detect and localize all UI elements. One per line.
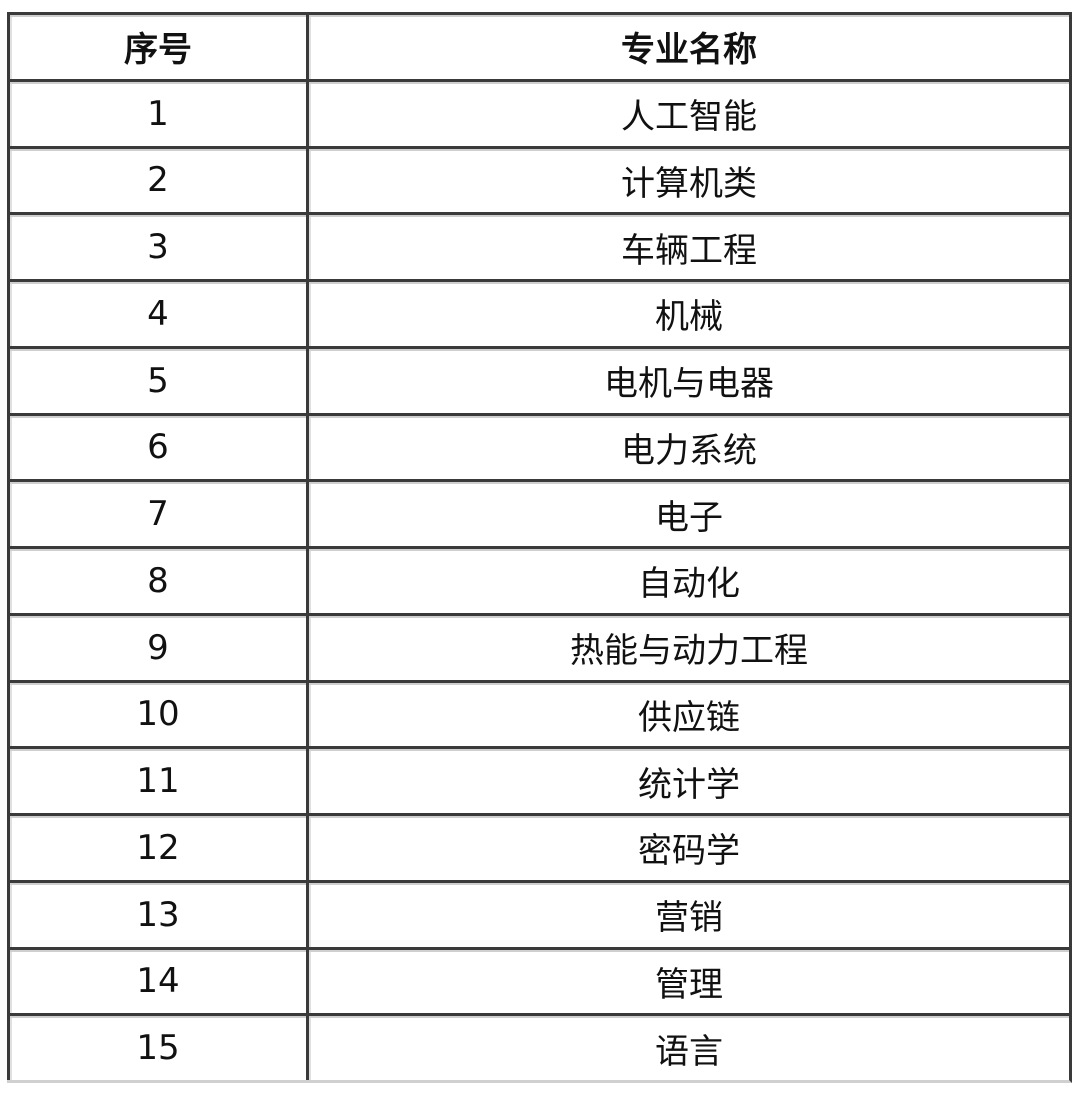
table-row: 11 统计学 xyxy=(7,746,1069,813)
major-name-cell: 热能与动力工程 xyxy=(306,612,1069,680)
table-row: 4 机械 xyxy=(7,279,1069,346)
index-cell: 10 xyxy=(7,679,306,747)
major-name-cell: 密码学 xyxy=(306,813,1069,880)
header-major-name: 专业名称 xyxy=(306,12,1069,79)
table-row: 2 计算机类 xyxy=(7,145,1069,213)
major-name-cell: 语言 xyxy=(306,1013,1069,1080)
table-row: 7 电子 xyxy=(7,479,1069,546)
index-cell: 2 xyxy=(7,145,306,213)
table-row: 10 供应链 xyxy=(7,679,1069,747)
table-row: 8 自动化 xyxy=(7,546,1069,613)
index-cell: 9 xyxy=(7,612,306,680)
header-index: 序号 xyxy=(7,12,306,79)
table-row: 3 车辆工程 xyxy=(7,212,1069,279)
table-row: 1 人工智能 xyxy=(7,78,1069,146)
index-cell: 6 xyxy=(7,412,306,480)
index-cell: 5 xyxy=(7,345,306,413)
major-name-cell: 人工智能 xyxy=(306,78,1069,146)
index-cell: 14 xyxy=(7,946,306,1014)
major-name-cell: 机械 xyxy=(306,279,1069,346)
majors-table: 序号 专业名称 1 人工智能 2 计算机类 3 车辆工程 4 机械 5 电机与电器 6 电力系统 7 电子… xyxy=(7,12,1072,1083)
index-cell: 12 xyxy=(7,813,306,880)
major-name-cell: 统计学 xyxy=(306,746,1069,813)
table-row: 12 密码学 xyxy=(7,813,1069,880)
table-row: 9 热能与动力工程 xyxy=(7,612,1069,680)
table-row: 15 语言 xyxy=(7,1013,1069,1080)
major-name-cell: 自动化 xyxy=(306,546,1069,613)
major-name-cell: 供应链 xyxy=(306,679,1069,747)
index-cell: 7 xyxy=(7,479,306,546)
major-name-cell: 管理 xyxy=(306,946,1069,1014)
major-name-cell: 电机与电器 xyxy=(306,345,1069,413)
table-row: 5 电机与电器 xyxy=(7,345,1069,413)
major-name-cell: 电子 xyxy=(306,479,1069,546)
major-name-cell: 计算机类 xyxy=(306,145,1069,213)
index-cell: 11 xyxy=(7,746,306,813)
index-cell: 4 xyxy=(7,279,306,346)
index-cell: 13 xyxy=(7,879,306,947)
table-row: 13 营销 xyxy=(7,879,1069,947)
major-name-cell: 营销 xyxy=(306,879,1069,947)
index-cell: 1 xyxy=(7,78,306,146)
table-row: 6 电力系统 xyxy=(7,412,1069,480)
table-header-row: 序号 专业名称 xyxy=(7,12,1069,79)
major-name-cell: 车辆工程 xyxy=(306,212,1069,279)
table-row: 14 管理 xyxy=(7,946,1069,1014)
major-name-cell: 电力系统 xyxy=(306,412,1069,480)
index-cell: 15 xyxy=(7,1013,306,1080)
index-cell: 3 xyxy=(7,212,306,279)
index-cell: 8 xyxy=(7,546,306,613)
